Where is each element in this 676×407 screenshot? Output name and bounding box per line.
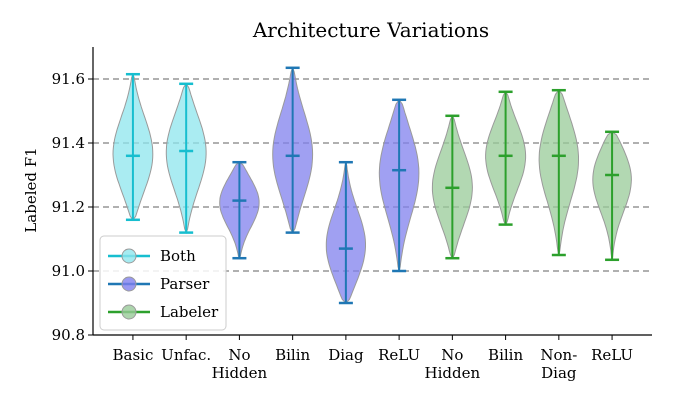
x-tick-label-line: Diag [541,364,577,382]
legend-label: Labeler [160,303,219,321]
x-tick-label: Unfac. [161,346,211,364]
x-tick-label-line: Hidden [212,364,268,382]
x-tick-label-line: ReLU [591,346,633,364]
x-tick-label-line: Bilin [488,346,523,364]
x-tick-label: Non-Diag [540,346,577,382]
x-tick-label: Bilin [275,346,310,364]
legend-label: Both [160,247,196,265]
x-tick-label: Basic [112,346,153,364]
y-tick-label: 90.8 [52,326,85,344]
legend-marker [121,276,137,292]
x-tick-label: Bilin [488,346,523,364]
x-tick-label-line: Diag [328,346,364,364]
legend: Both Parser Labeler [99,235,227,331]
x-tick-label: ReLU [591,346,633,364]
x-tick-label: No Hidden [212,346,268,382]
legend-label: Parser [160,275,210,293]
x-tick-label-line: Non- [540,346,577,364]
y-tick-label: 91.6 [52,70,85,88]
x-tick-label: ReLU [378,346,420,364]
violin-group [112,66,632,305]
y-ticks: 90.8 91.0 91.2 91.4 91.6 [52,70,93,344]
y-tick-label: 91.2 [52,198,85,216]
chart-title: Architecture Variations [252,18,489,42]
legend-marker [121,304,137,320]
x-tick-label-line: No [441,346,463,364]
x-tick-label-line: No [228,346,250,364]
y-tick-label: 91.0 [52,262,85,280]
y-axis-label: Labeled F1 [22,147,40,232]
x-tick-label-line: Basic [112,346,153,364]
x-tick-label-line: ReLU [378,346,420,364]
x-tick-label-line: Bilin [275,346,310,364]
y-tick-label: 91.4 [52,134,85,152]
x-tick-label-line: Unfac. [161,346,211,364]
x-tick-label: Diag [328,346,364,364]
legend-marker [121,248,137,264]
x-tick-label: No Hidden [425,346,481,382]
x-tick-label-line: Hidden [425,364,481,382]
